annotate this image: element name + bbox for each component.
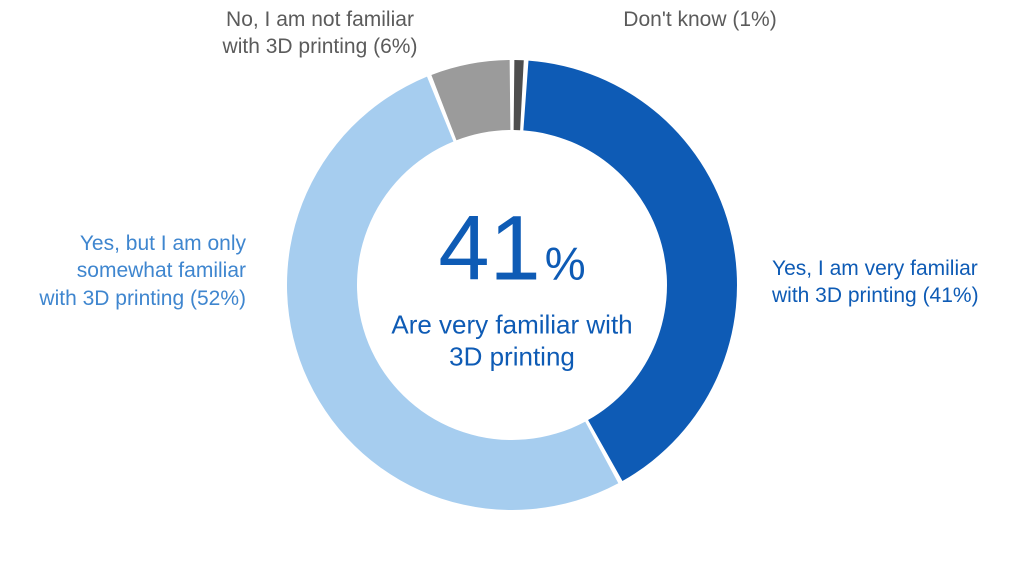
segment-label-line: somewhat familiar [77, 259, 246, 282]
segment-label-line: with 3D printing (41%) [772, 284, 979, 307]
donut-center: 41% Are very familiar with 3D printing [372, 202, 652, 373]
segment-label-line: with 3D printing (52%) [39, 287, 246, 310]
segment-label-line: with 3D printing (6%) [223, 35, 418, 58]
segment-label: Don't know (1%) [600, 6, 800, 33]
center-unit: % [545, 236, 586, 290]
segment-label-line: No, I am not familiar [226, 8, 414, 31]
segment-label: Yes, I am very familiar with 3D printing … [772, 255, 1012, 310]
center-subtitle: Are very familiar with 3D printing [372, 308, 652, 373]
donut-chart: 41% Are very familiar with 3D printing [277, 50, 747, 525]
segment-label-line: Yes, but I am only [80, 232, 246, 255]
segment-label: No, I am not familiar with 3D printing (6… [180, 6, 460, 61]
center-row: 41% [372, 202, 652, 294]
center-value: 41 [438, 202, 540, 294]
chart-stage: 41% Are very familiar with 3D printing D… [0, 0, 1024, 563]
segment-label-line: Yes, I am very familiar [772, 257, 978, 280]
segment-label-line: Don't know (1%) [623, 8, 776, 31]
segment-label: Yes, but I am only somewhat familiar with … [6, 230, 246, 312]
donut-segment [514, 60, 524, 130]
